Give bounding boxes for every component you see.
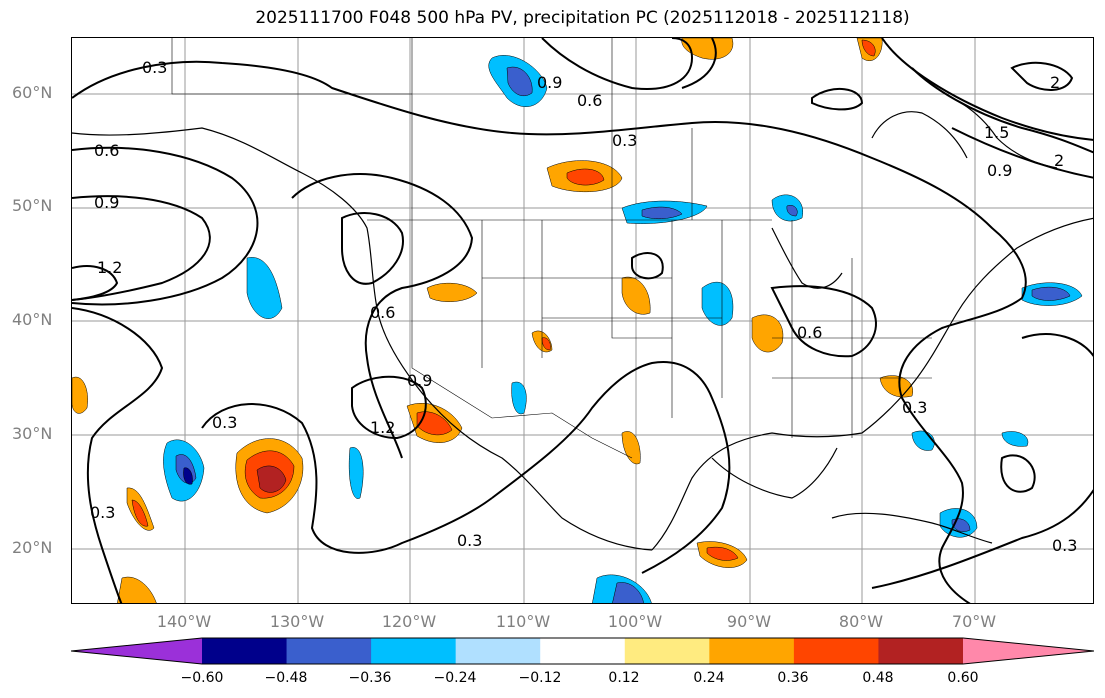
colorbar-tick: 0.36 — [777, 670, 809, 686]
contour-label-0.3-g: 0.3 — [902, 398, 927, 417]
contour-label-0.3-b: 0.3 — [612, 131, 637, 150]
lon-label-70w: 70°W — [951, 612, 997, 631]
contour-label-0.3-d: 0.3 — [212, 413, 237, 432]
colorbar-segment — [624, 638, 710, 664]
contour-label-0.9-a: 0.9 — [94, 193, 119, 212]
contour-label-1.2-a: 1.2 — [97, 258, 122, 277]
lat-label-50n: 50°N — [12, 196, 53, 215]
colorbar-segment — [371, 638, 457, 664]
lon-label-110w: 110°W — [495, 612, 551, 631]
contour-label-0.6-b: 0.6 — [577, 91, 602, 110]
pv-contours — [72, 38, 1093, 603]
lon-label-100w: 100°W — [607, 612, 663, 631]
map-panel: 0.3 0.6 0.9 1.2 0.9 1.2 0.9 0.6 0.3 0.6 … — [71, 37, 1094, 604]
graticule — [72, 38, 1093, 603]
colorbar-tick: 0.12 — [608, 670, 640, 686]
contour-label-0.6-c: 0.6 — [797, 323, 822, 342]
contour-label-0.3-a: 0.3 — [142, 58, 167, 77]
contour-label-2-a: 2 — [1050, 73, 1060, 92]
contour-label-0.6-a: 0.6 — [94, 141, 119, 160]
contour-label-0.3-f: 0.3 — [457, 531, 482, 550]
contour-labels: 0.3 0.6 0.9 1.2 0.9 1.2 0.9 0.6 0.3 0.6 … — [90, 58, 1077, 555]
contour-label-0.9-b: 0.9 — [407, 371, 432, 390]
contour-label-0.3-c: 0.3 — [1052, 536, 1077, 555]
contour-label-1.2-b: 1.2 — [370, 418, 395, 437]
colorbar-tick: 0.48 — [862, 670, 894, 686]
colorbar-tick: −0.12 — [518, 670, 562, 686]
contour-label-0.9-c: 0.9 — [537, 73, 562, 92]
colorbar-segment — [455, 638, 541, 664]
contour-label-0.9-d: 0.9 — [987, 161, 1012, 180]
lat-label-60n: 60°N — [12, 83, 53, 102]
lon-label-80w: 80°W — [838, 612, 884, 631]
colorbar-segment — [793, 638, 879, 664]
colorbar-segment — [878, 638, 964, 664]
colorbar-tick: −0.60 — [180, 670, 224, 686]
colorbar-segment — [963, 638, 1094, 664]
contour-label-0.6-d: 0.6 — [370, 303, 395, 322]
lon-label-90w: 90°W — [726, 612, 772, 631]
colorbar-segment — [709, 638, 795, 664]
colorbar-tick: −0.24 — [433, 670, 477, 686]
lon-label-130w: 130°W — [269, 612, 325, 631]
lon-label-120w: 120°W — [381, 612, 437, 631]
precip-shading — [72, 38, 1083, 603]
lat-label-20n: 20°N — [12, 538, 53, 557]
lat-label-30n: 30°N — [12, 424, 53, 443]
colorbar-tick: −0.36 — [348, 670, 392, 686]
colorbar-segment — [202, 638, 288, 664]
contour-label-1.5: 1.5 — [984, 123, 1009, 142]
lon-label-140w: 140°W — [156, 612, 212, 631]
lat-label-40n: 40°N — [12, 310, 53, 329]
colorbar-outline — [71, 637, 1094, 665]
colorbar-segment — [286, 638, 372, 664]
colorbar-segment — [540, 638, 626, 664]
map-plot: 0.3 0.6 0.9 1.2 0.9 1.2 0.9 0.6 0.3 0.6 … — [72, 38, 1093, 603]
colorbar-tick: −0.48 — [264, 670, 308, 686]
political-borders — [171, 38, 932, 459]
colorbar — [71, 637, 1094, 665]
map-title: 2025111700 F048 500 hPa PV, precipitatio… — [255, 8, 910, 28]
colorbar-tick: 0.60 — [947, 670, 979, 686]
colorbar-segment — [71, 638, 202, 664]
contour-label-2-b: 2 — [1054, 151, 1064, 170]
colorbar-tick: 0.24 — [693, 670, 725, 686]
contour-label-0.3-e: 0.3 — [90, 503, 115, 522]
